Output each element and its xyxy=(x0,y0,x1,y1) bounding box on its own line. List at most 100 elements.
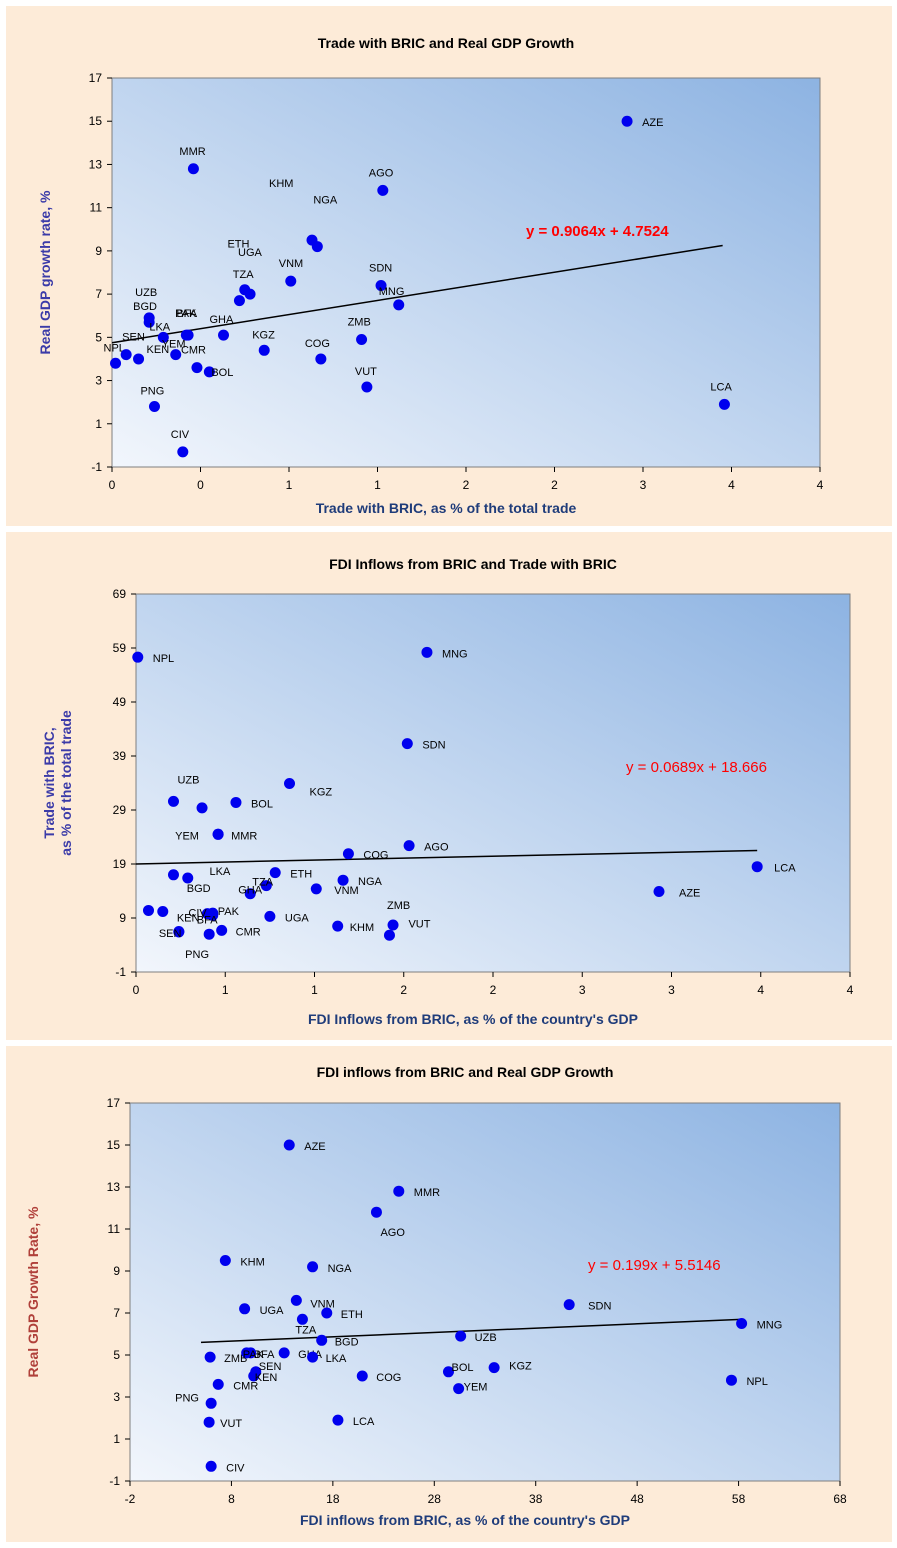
data-point xyxy=(393,299,405,311)
point-label: YEM xyxy=(464,1382,488,1394)
point-label: PAK xyxy=(218,906,240,918)
point-label: VUT xyxy=(408,918,430,930)
point-label: VNM xyxy=(334,885,358,897)
point-label: LKA xyxy=(326,1353,347,1365)
y-tick-label: 9 xyxy=(95,244,102,258)
point-label: MMR xyxy=(179,146,205,158)
chart-title: FDI inflows from BRIC and Real GDP Growt… xyxy=(317,1064,614,1080)
point-label: PNG xyxy=(175,1392,199,1404)
data-point xyxy=(375,279,387,291)
data-point xyxy=(167,795,179,807)
point-label: CMR xyxy=(181,345,206,357)
point-label: LCA xyxy=(353,1416,375,1428)
x-tick-label: 38 xyxy=(529,1492,543,1506)
point-label: CIV xyxy=(171,429,190,441)
y-tick-label: 3 xyxy=(113,1390,120,1404)
data-point xyxy=(245,1347,257,1359)
y-tick-label: -1 xyxy=(91,460,102,474)
plot-area xyxy=(135,593,851,973)
data-point xyxy=(403,840,415,852)
x-tick-label: 1 xyxy=(286,478,293,492)
point-label: BFA xyxy=(254,1349,275,1361)
point-label: VUT xyxy=(355,366,377,378)
data-point xyxy=(218,329,230,341)
point-label: UZB xyxy=(135,287,157,299)
point-label: NGA xyxy=(358,876,383,888)
x-tick-label: -2 xyxy=(125,1492,136,1506)
point-label: NPL xyxy=(153,653,174,665)
data-point xyxy=(321,1307,333,1319)
data-point xyxy=(653,886,665,898)
trend-equation: y = 0.9064x + 4.7524 xyxy=(526,223,669,240)
point-label: COG xyxy=(305,338,330,350)
data-point xyxy=(356,333,368,345)
point-label: BFA xyxy=(176,308,197,320)
x-tick-label: 58 xyxy=(732,1492,746,1506)
data-point xyxy=(361,381,373,393)
chart-panel-trade-gdp: Trade with BRIC and Real GDP Growth -1 1 3 5… xyxy=(6,6,892,526)
chart-title: FDI Inflows from BRIC and Trade with BRI… xyxy=(329,556,617,572)
point-label: ETH xyxy=(290,869,312,881)
point-label: SEN xyxy=(159,928,182,940)
y-tick-label: 9 xyxy=(113,1264,120,1278)
point-label: BOL xyxy=(251,798,273,810)
x-tick-label: 1 xyxy=(222,983,229,997)
point-label: KEN xyxy=(177,913,200,925)
x-axis-label: FDI inflows from BRIC, as % of the count… xyxy=(300,1512,630,1528)
data-point xyxy=(203,366,215,378)
x-tick-label: 68 xyxy=(833,1492,847,1506)
y-tick-label: 13 xyxy=(107,1180,121,1194)
point-label: SEN xyxy=(122,332,145,344)
point-label: KGZ xyxy=(252,329,275,341)
point-label: AZE xyxy=(304,1141,325,1153)
x-tick-label: 2 xyxy=(551,478,558,492)
point-label: UZB xyxy=(177,774,199,786)
point-label: ZMB xyxy=(348,316,371,328)
data-point xyxy=(621,115,633,127)
point-label: CMR xyxy=(233,1380,258,1392)
y-tick-label: 49 xyxy=(113,695,127,709)
point-label: MMR xyxy=(414,1187,440,1199)
data-point xyxy=(269,867,281,879)
scatter-chart-fdi-trade: FDI Inflows from BRIC and Trade with BRI… xyxy=(41,556,854,1027)
point-label: BGD xyxy=(335,1336,359,1348)
data-point xyxy=(204,1351,216,1363)
y-tick-label: 5 xyxy=(113,1348,120,1362)
point-label: YEM xyxy=(175,830,199,842)
point-label: KHM xyxy=(269,178,293,190)
data-point xyxy=(110,357,122,369)
scatter-chart-trade-gdp: Trade with BRIC and Real GDP Growth-1135… xyxy=(37,35,824,516)
y-tick-label: 29 xyxy=(113,803,127,817)
data-point xyxy=(132,651,144,663)
x-tick-label: 3 xyxy=(640,478,647,492)
point-label: COG xyxy=(376,1372,401,1384)
point-label: SDN xyxy=(588,1301,611,1313)
data-point xyxy=(212,828,224,840)
y-tick-label: 11 xyxy=(90,201,103,215)
point-label: LCA xyxy=(710,381,732,393)
x-tick-label: 4 xyxy=(757,983,764,997)
point-label: PNG xyxy=(185,949,209,961)
data-point xyxy=(285,275,297,287)
x-tick-label: 2 xyxy=(490,983,497,997)
point-label: GHA xyxy=(238,885,262,897)
data-point xyxy=(203,1416,215,1428)
point-label: TZA xyxy=(252,877,273,889)
data-point xyxy=(342,848,354,860)
data-point xyxy=(203,928,215,940)
data-point xyxy=(387,919,399,931)
point-label: SDN xyxy=(369,262,392,274)
point-label: KGZ xyxy=(509,1361,532,1373)
data-point xyxy=(148,400,160,412)
x-tick-label: 4 xyxy=(817,478,824,492)
trend-equation: y = 0.199x + 5.5146 xyxy=(588,1257,721,1274)
data-point xyxy=(442,1366,454,1378)
y-axis-label: Real GDP Growth Rate, % xyxy=(25,1206,41,1377)
data-point xyxy=(377,184,389,196)
data-point xyxy=(736,1318,748,1329)
data-point xyxy=(205,1460,217,1472)
point-label: SDN xyxy=(422,740,445,752)
data-point xyxy=(233,295,245,307)
data-point xyxy=(307,1261,319,1273)
chart-title: Trade with BRIC and Real GDP Growth xyxy=(318,35,574,51)
